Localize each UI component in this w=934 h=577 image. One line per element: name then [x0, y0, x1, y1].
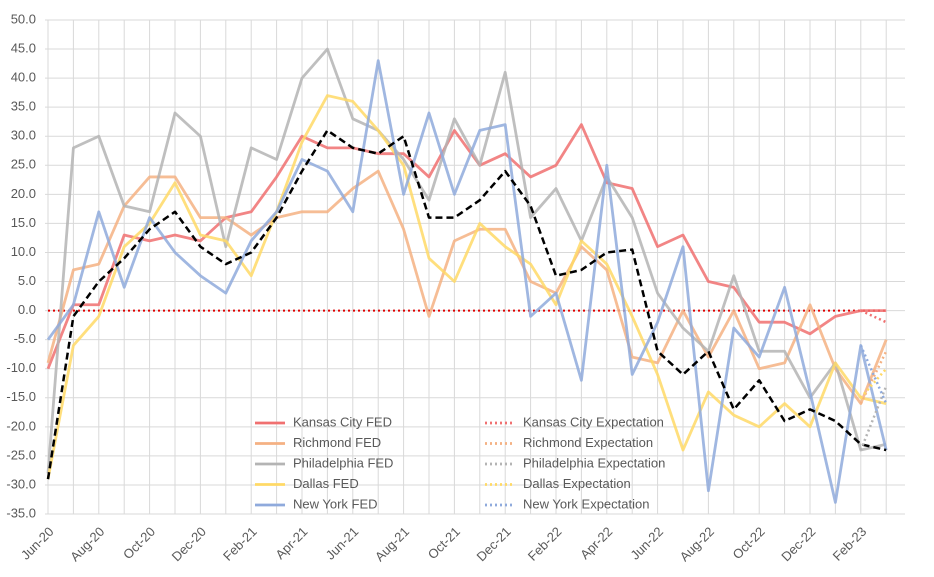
y-tick-label: 50.0 — [11, 11, 36, 26]
series-line — [46, 169, 888, 405]
series-line — [46, 59, 888, 504]
y-tick-label: 15.0 — [11, 215, 36, 230]
legend-label: Kansas City FED — [293, 414, 392, 429]
legend-label: Richmond Expectation — [523, 435, 653, 450]
legend-label: Kansas City Expectation — [523, 414, 664, 429]
y-tick-label: -30.0 — [6, 476, 36, 491]
x-tick-label: Oct-20 — [120, 524, 158, 562]
y-tick-label: 30.0 — [11, 128, 36, 143]
series-line — [46, 123, 887, 370]
x-tick-label: Aug-20 — [67, 524, 107, 564]
series-line — [860, 309, 887, 324]
y-tick-label: -15.0 — [6, 389, 36, 404]
y-tick-label: 10.0 — [11, 244, 36, 259]
series-line — [859, 344, 888, 405]
y-tick-label: 20.0 — [11, 186, 36, 201]
x-tick-label: Feb-22 — [525, 524, 565, 564]
y-tick-label: -5.0 — [14, 331, 36, 346]
x-tick-label: Jun-22 — [627, 524, 666, 563]
series-line — [46, 129, 887, 480]
legend-label: Philadelphia Expectation — [523, 455, 665, 470]
series-line — [46, 47, 887, 474]
y-tick-label: 0.0 — [18, 302, 36, 317]
y-tick-label: -35.0 — [6, 505, 36, 520]
series-line — [46, 94, 887, 480]
x-tick-label: Oct-21 — [425, 524, 463, 562]
y-tick-label: 40.0 — [11, 70, 36, 85]
x-tick-label: Dec-20 — [169, 524, 209, 564]
legend-label: Dallas Expectation — [523, 476, 631, 491]
legend-label: New York FED — [293, 496, 378, 511]
x-tick-label: Oct-22 — [730, 524, 768, 562]
x-tick-label: Dec-21 — [474, 524, 514, 564]
series-line — [859, 367, 888, 399]
legend-label: Philadelphia FED — [293, 455, 393, 470]
x-tick-label: Aug-22 — [677, 524, 717, 564]
x-tick-label: Jun-21 — [323, 524, 362, 563]
x-tick-label: Jun-20 — [18, 524, 57, 563]
series-line — [859, 385, 888, 451]
y-tick-label: 5.0 — [18, 273, 36, 288]
y-tick-label: 45.0 — [11, 40, 36, 55]
legend-label: New York Expectation — [523, 496, 649, 511]
legend-label: Dallas FED — [293, 476, 359, 491]
x-tick-label: Apr-22 — [577, 524, 615, 562]
y-tick-label: 35.0 — [11, 99, 36, 114]
y-tick-label: -25.0 — [6, 447, 36, 462]
x-tick-label: Feb-21 — [220, 524, 260, 564]
y-tick-label: 25.0 — [11, 157, 36, 172]
x-tick-label: Aug-21 — [372, 524, 412, 564]
x-tick-label: Dec-22 — [778, 524, 818, 564]
x-tick-label: Feb-23 — [830, 524, 870, 564]
legend-label: Richmond FED — [293, 435, 381, 450]
y-tick-label: -10.0 — [6, 360, 36, 375]
y-tick-label: -20.0 — [6, 418, 36, 433]
x-tick-label: Apr-21 — [272, 524, 310, 562]
